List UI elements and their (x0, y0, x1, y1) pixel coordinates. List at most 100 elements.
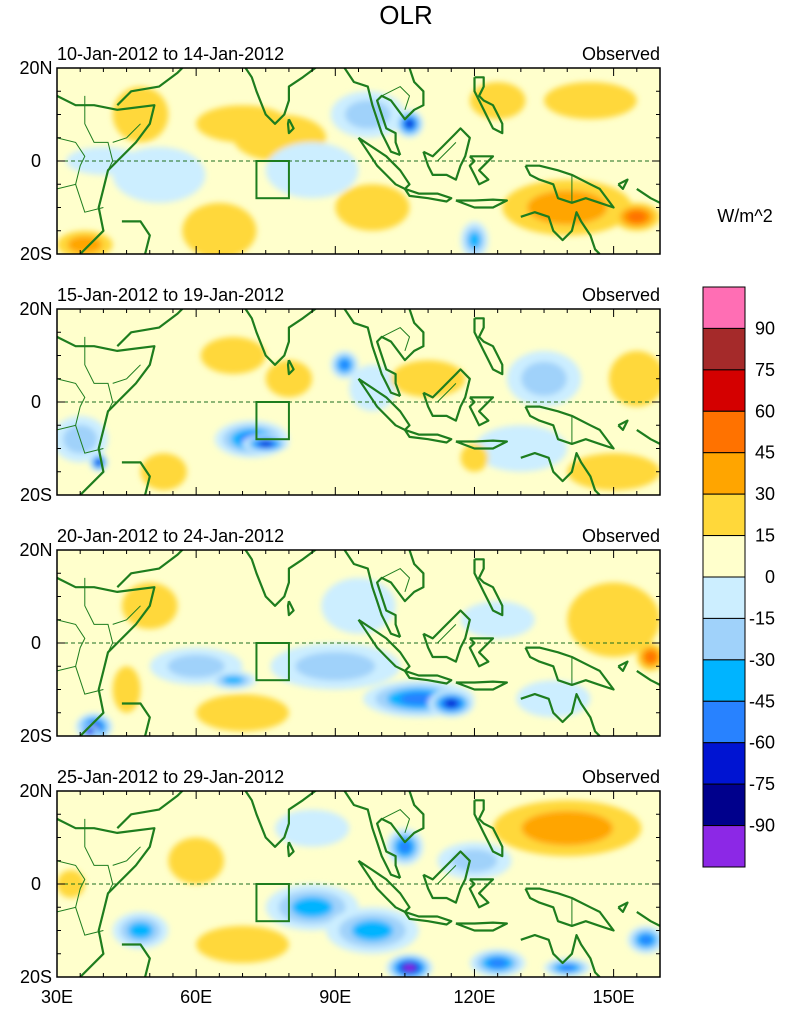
colorbar-swatch (702, 783, 746, 827)
colorbar: 90 75 60 45 30 15 0 -15 -30 -45 -60 -75 -90 (702, 286, 775, 868)
colorbar-swatch (702, 742, 746, 785)
anomaly-contour (351, 920, 394, 941)
country-border (326, 522, 331, 541)
coastline (520, 452, 601, 495)
x-tick-label: 90E (319, 987, 351, 1007)
colorbar-swatch (702, 452, 746, 495)
colorbar-swatch (702, 535, 746, 578)
coastline (422, 609, 471, 663)
colorbar-swatch (702, 493, 746, 537)
y-tick-label: 20N (19, 540, 52, 560)
coastline (116, 550, 184, 588)
panel-kind-label: Observed (582, 767, 660, 787)
coastline (422, 850, 471, 904)
anomaly-contour (544, 81, 637, 120)
country-border (326, 40, 331, 59)
coastline (422, 368, 471, 422)
coastline (636, 910, 660, 927)
coastline (286, 359, 295, 376)
units-label: W/m^2 (717, 206, 772, 226)
colorbar-swatch (702, 659, 746, 702)
country-border (112, 846, 141, 866)
coastline (468, 396, 495, 427)
panel-period-label: 25-Jan-2012 to 29-Jan-2012 (57, 767, 284, 787)
coastline (121, 461, 151, 495)
coastline (473, 558, 504, 617)
country-border (437, 624, 457, 644)
study-box (255, 160, 290, 200)
panels-group: 20N 0 20S 10-Jan-2012 to 14-Jan-2012 Observe… (19, 40, 661, 987)
anomaly-contour (265, 360, 313, 398)
country-border (345, 531, 364, 545)
colorbar-swatch (702, 576, 746, 619)
colorbar-label: 75 (755, 360, 775, 380)
anomaly-contour (405, 119, 414, 128)
coastline (376, 791, 425, 879)
country-border (381, 85, 411, 110)
y-tick-label: 0 (31, 151, 41, 171)
country-border (381, 808, 411, 834)
coastline (636, 428, 660, 445)
y-tick-label: 20N (19, 781, 52, 801)
country-border (57, 137, 86, 190)
anomaly-contour (200, 336, 266, 375)
coastline (636, 669, 660, 686)
anomaly-contour (567, 453, 660, 491)
coastline (617, 660, 629, 673)
country-border (57, 619, 86, 672)
anomaly-field (57, 522, 660, 736)
country-border (75, 425, 104, 454)
anomaly-contour (167, 654, 225, 678)
coastline (524, 164, 615, 209)
country-border (57, 860, 86, 913)
coastline (403, 669, 453, 685)
y-tick-label: 20S (20, 244, 52, 264)
coastline (121, 220, 151, 254)
y-tick-label: 0 (31, 392, 41, 412)
coastline (617, 419, 629, 431)
country-border (57, 378, 86, 431)
anomaly-contour (339, 359, 350, 370)
anomaly-contour (112, 666, 141, 713)
coastline (343, 68, 401, 157)
coastline (468, 637, 495, 668)
anomaly-contour (639, 934, 653, 945)
anomaly-contour (390, 360, 466, 398)
anomaly-contour (559, 964, 576, 971)
anomaly-contour (521, 361, 567, 396)
country-border (84, 336, 114, 412)
coastline (636, 187, 660, 204)
anomaly-contour (128, 922, 153, 939)
coastline (473, 76, 504, 135)
coastline (121, 702, 151, 736)
coastline (244, 791, 318, 848)
colorbar-label: 0 (765, 567, 775, 587)
country-border (326, 281, 331, 300)
coastline (116, 791, 184, 829)
coastline (455, 921, 508, 932)
coastline (617, 178, 629, 190)
coastline (468, 878, 495, 909)
colorbar-swatch (702, 617, 746, 661)
anomaly-contour (275, 809, 350, 847)
coastline (455, 439, 508, 450)
anomaly-contour (487, 958, 508, 968)
colorbar-swatch (702, 825, 746, 868)
anomaly-contour (527, 190, 608, 225)
y-tick-label: 20S (20, 726, 52, 746)
anomaly-contour (321, 577, 396, 634)
country-border (84, 818, 114, 894)
anomaly-contour (265, 142, 359, 199)
coastline (116, 309, 184, 347)
country-border (112, 123, 141, 143)
y-tick-label: 20S (20, 967, 52, 987)
map-panel: 20N 0 20S 15-Jan-2012 to 19-Jan-2012 Observe… (19, 281, 661, 505)
colorbar-label: 60 (755, 401, 775, 421)
coastline (422, 127, 471, 181)
coastline (286, 600, 295, 617)
study-box (255, 883, 290, 923)
panel-kind-label: Observed (582, 44, 660, 64)
coastline (473, 317, 504, 376)
colorbar-label: 30 (755, 484, 775, 504)
anomaly-contour (112, 147, 206, 203)
